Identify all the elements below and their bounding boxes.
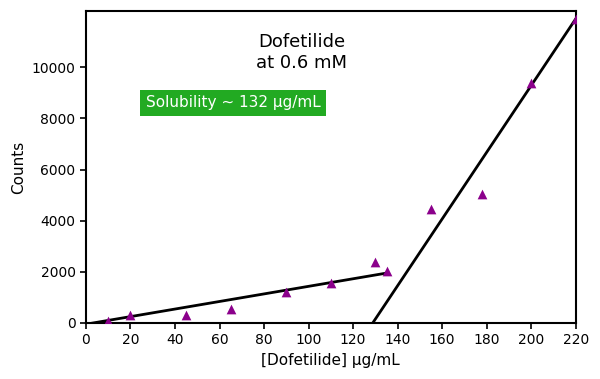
Point <box>326 280 335 286</box>
Text: Solubility ~ 132 μg/mL: Solubility ~ 132 μg/mL <box>146 95 320 110</box>
Point <box>226 306 235 312</box>
Point <box>125 312 135 318</box>
Point <box>371 259 380 265</box>
Point <box>571 16 581 22</box>
Y-axis label: Counts: Counts <box>11 140 26 194</box>
Point <box>181 312 191 318</box>
X-axis label: [Dofetilide] μg/mL: [Dofetilide] μg/mL <box>262 353 400 368</box>
Point <box>281 289 291 295</box>
Point <box>382 268 391 274</box>
Point <box>103 318 113 324</box>
Point <box>426 206 436 212</box>
Text: Dofetilide
at 0.6 mM: Dofetilide at 0.6 mM <box>256 33 347 72</box>
Point <box>526 80 536 86</box>
Point <box>478 191 487 197</box>
